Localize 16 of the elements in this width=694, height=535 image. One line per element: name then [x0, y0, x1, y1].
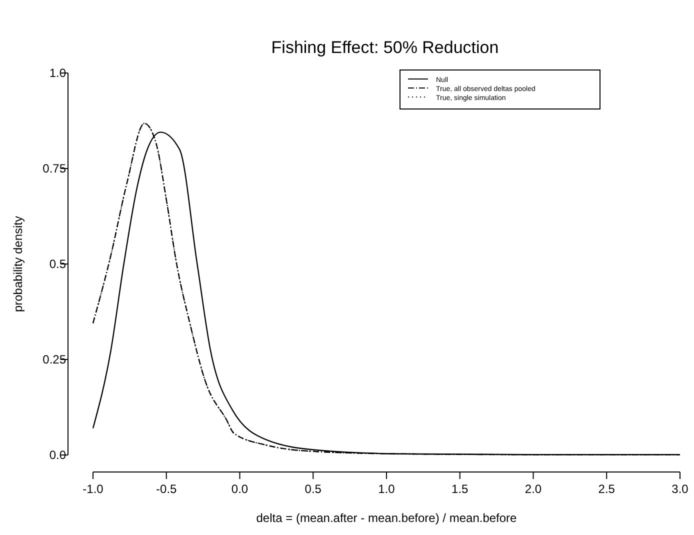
- y-axis-title: probability density: [11, 216, 25, 312]
- x-tick-label: 0.0: [231, 482, 248, 496]
- y-tick-label: 0.75: [42, 162, 66, 176]
- x-axis-title: delta = (mean.after - mean.before) / mean.before: [256, 511, 518, 525]
- y-tick-label: 0.25: [42, 352, 66, 366]
- y-tick-label: 1.0: [49, 66, 66, 80]
- chart-title: Fishing Effect: 50% Reduction: [271, 38, 499, 57]
- x-tick-label: 1.0: [378, 482, 396, 496]
- x-tick-label: 2.0: [524, 482, 542, 496]
- x-tick-label: 3.0: [672, 482, 689, 496]
- x-tick-label: 0.5: [304, 482, 322, 496]
- x-tick-label: -0.5: [156, 482, 178, 496]
- x-tick-label: 1.5: [452, 482, 469, 496]
- y-tick-label: 0.0: [49, 448, 66, 462]
- x-tick-label: -1.0: [82, 482, 104, 496]
- x-tick-label: 2.5: [598, 482, 616, 496]
